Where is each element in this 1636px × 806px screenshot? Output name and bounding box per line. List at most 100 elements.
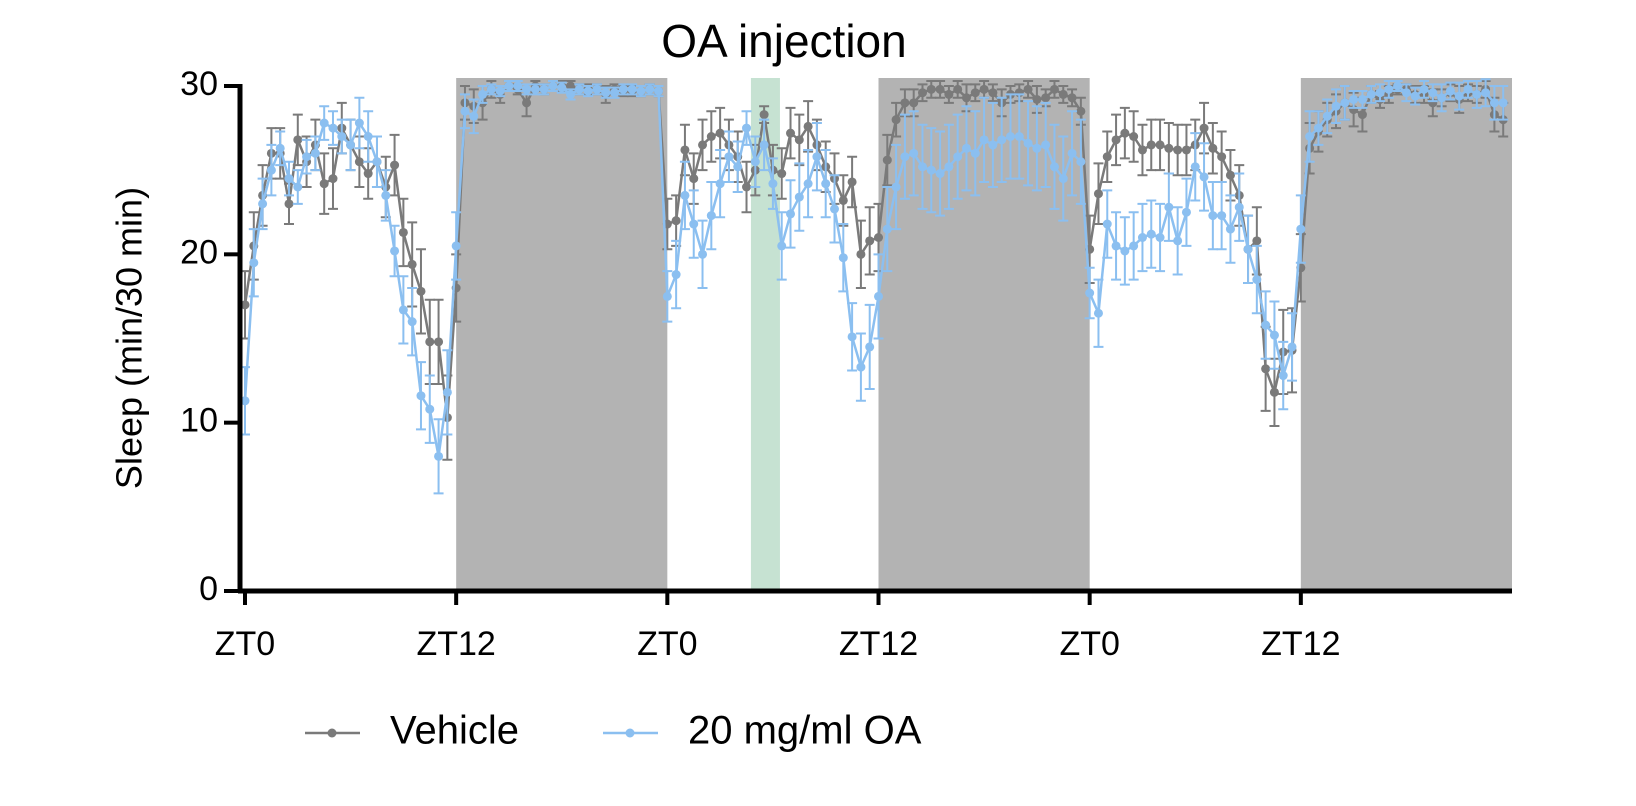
data-point xyxy=(794,135,804,145)
data-point xyxy=(1120,246,1130,256)
data-point xyxy=(1067,148,1077,158)
x-tick-label: ZT12 xyxy=(416,625,495,663)
data-point xyxy=(926,84,936,94)
data-point xyxy=(293,182,303,192)
data-point xyxy=(706,132,716,141)
data-point xyxy=(469,111,479,121)
data-point xyxy=(1349,94,1359,104)
data-point xyxy=(636,86,646,96)
data-point xyxy=(715,179,725,189)
data-point xyxy=(627,84,637,94)
data-point xyxy=(522,84,532,94)
data-point xyxy=(1305,132,1315,141)
data-point xyxy=(1190,162,1200,172)
data-point xyxy=(1058,89,1068,99)
data-point xyxy=(1357,94,1367,104)
data-point xyxy=(1322,111,1332,121)
data-point xyxy=(1093,189,1103,199)
data-point xyxy=(1155,140,1165,150)
data-point xyxy=(997,135,1007,145)
data-point xyxy=(979,84,989,94)
data-point xyxy=(803,121,813,131)
data-point xyxy=(284,199,294,209)
data-point xyxy=(680,190,690,200)
data-point xyxy=(1111,135,1121,145)
data-point xyxy=(425,337,435,347)
data-point xyxy=(1164,202,1174,212)
data-point xyxy=(310,148,320,158)
data-point xyxy=(1217,211,1227,221)
data-point xyxy=(557,83,567,93)
data-point xyxy=(1093,308,1103,318)
y-axis-label: Sleep (min/30 min) xyxy=(109,187,150,489)
data-point xyxy=(460,106,470,116)
data-point xyxy=(979,135,989,145)
data-point xyxy=(1445,86,1455,96)
data-point xyxy=(865,236,875,246)
data-point xyxy=(1313,123,1323,133)
data-point xyxy=(944,89,954,99)
data-point xyxy=(1076,106,1086,116)
data-point xyxy=(1049,84,1059,94)
data-point xyxy=(1208,211,1218,221)
data-point xyxy=(1181,145,1191,155)
y-tick-label: 30 xyxy=(180,65,218,103)
data-point xyxy=(548,81,558,91)
data-point xyxy=(1041,93,1051,103)
x-tick-label: ZT0 xyxy=(637,625,697,663)
data-point xyxy=(1005,132,1015,141)
data-point xyxy=(1278,371,1288,381)
data-point xyxy=(917,162,927,172)
data-point xyxy=(372,157,382,167)
data-point xyxy=(988,88,998,98)
data-point xyxy=(1173,236,1183,246)
data-point xyxy=(742,123,752,133)
data-point xyxy=(1481,88,1491,98)
data-point xyxy=(786,209,796,219)
data-point xyxy=(522,98,532,108)
data-point xyxy=(1401,88,1411,98)
data-point xyxy=(838,253,848,263)
data-point xyxy=(434,451,444,461)
data-point xyxy=(706,211,716,221)
data-point xyxy=(513,81,523,91)
data-point xyxy=(715,128,725,138)
data-point xyxy=(574,84,584,94)
chart-title: OA injection xyxy=(661,15,906,67)
data-point xyxy=(654,86,664,96)
data-point xyxy=(909,98,919,108)
data-point xyxy=(900,98,910,108)
data-point xyxy=(874,233,883,242)
data-point xyxy=(1023,84,1033,94)
data-point xyxy=(610,88,620,98)
data-point xyxy=(1076,157,1086,167)
data-point xyxy=(337,132,347,141)
data-point xyxy=(293,135,303,145)
data-point xyxy=(1155,233,1165,242)
data-point xyxy=(1120,128,1130,138)
data-point xyxy=(249,258,259,268)
data-point xyxy=(838,195,848,205)
data-point xyxy=(847,177,857,187)
data-point xyxy=(1129,241,1139,251)
data-point xyxy=(1032,94,1042,104)
data-point xyxy=(671,216,681,226)
data-point xyxy=(1041,140,1051,150)
data-point xyxy=(1173,145,1183,155)
data-point xyxy=(882,224,892,234)
data-point xyxy=(891,182,901,192)
data-point xyxy=(1331,101,1341,111)
data-point xyxy=(689,174,699,184)
data-point xyxy=(724,152,734,162)
data-point xyxy=(1252,275,1262,285)
legend-marker xyxy=(327,728,337,738)
data-point xyxy=(1454,91,1464,101)
data-point xyxy=(794,192,804,202)
data-point xyxy=(803,179,813,189)
data-point xyxy=(865,342,875,352)
data-point xyxy=(1472,89,1482,99)
data-point xyxy=(504,81,514,91)
data-point xyxy=(1357,110,1367,120)
data-point xyxy=(451,241,461,251)
